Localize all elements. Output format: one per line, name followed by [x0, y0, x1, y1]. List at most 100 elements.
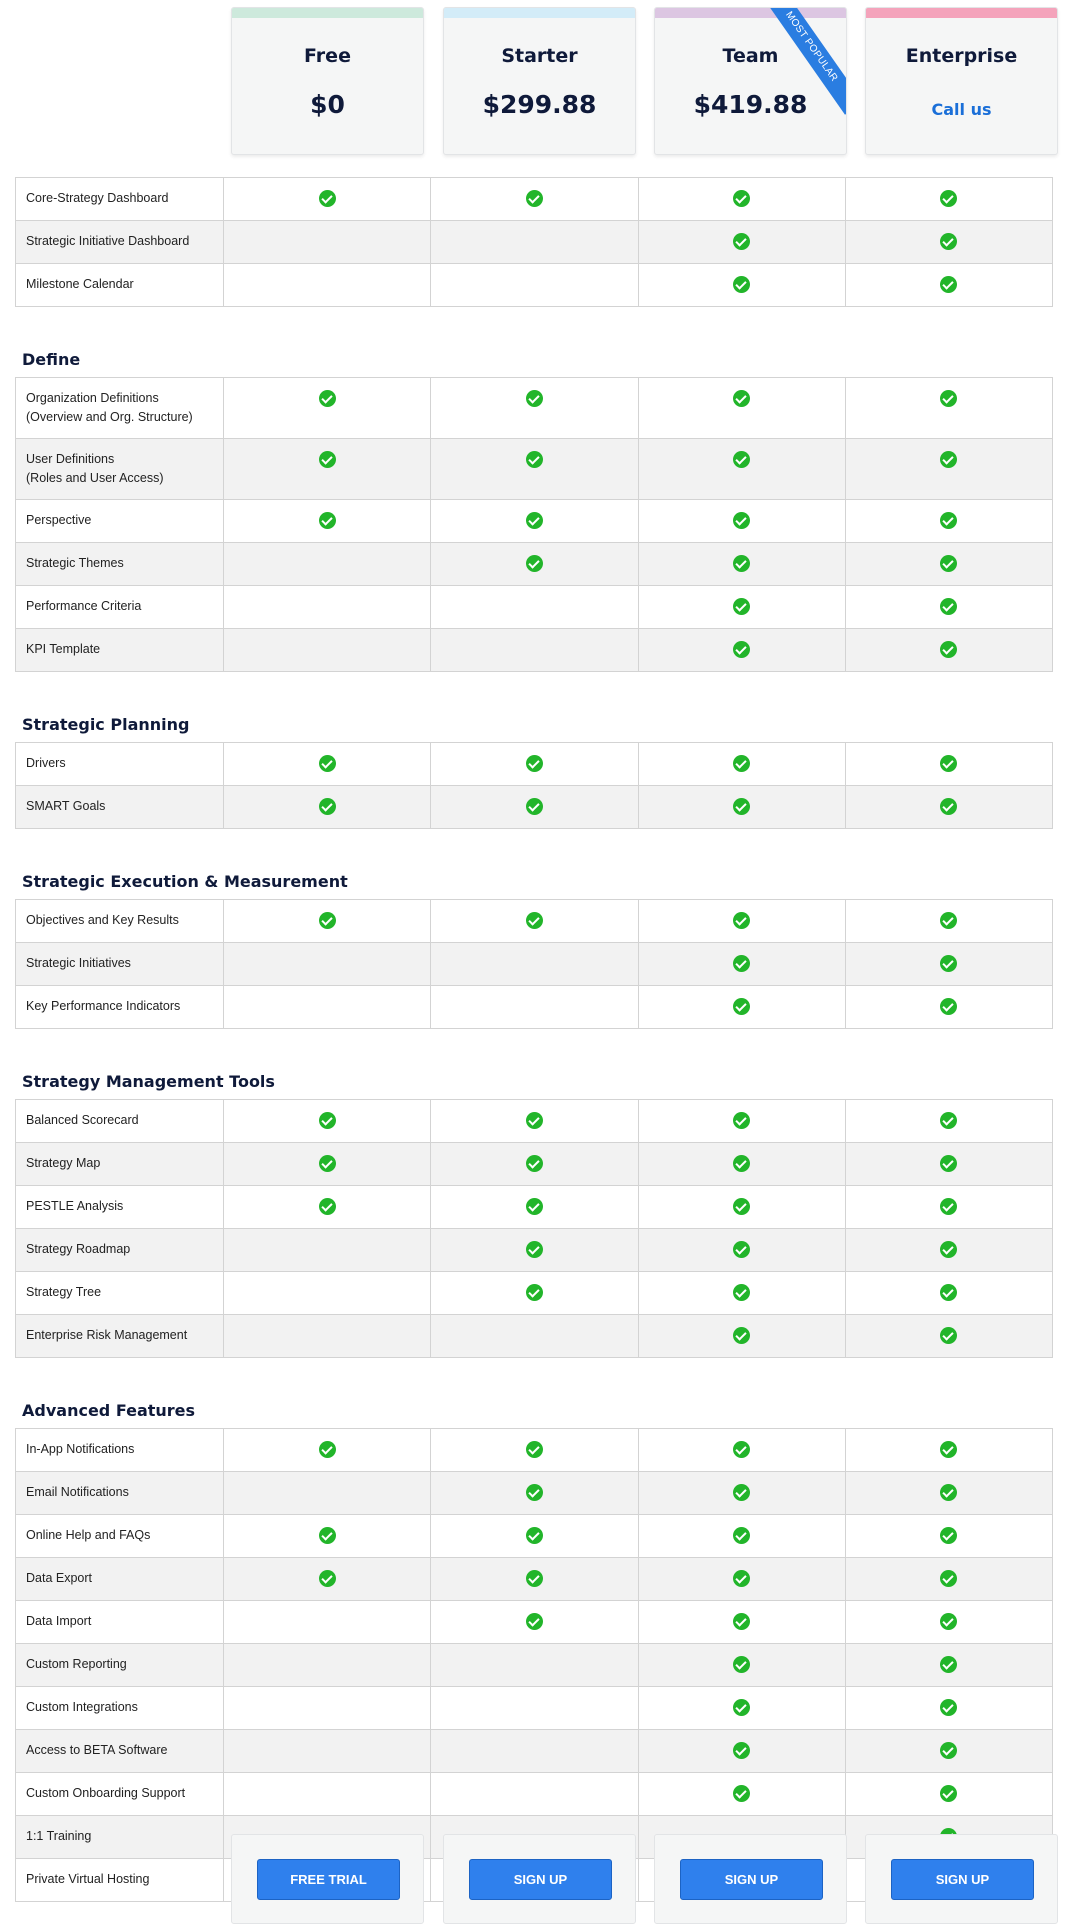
feature-cell [844, 1772, 1054, 1816]
feature-cell [637, 1228, 846, 1272]
check-icon [940, 955, 958, 972]
check-icon [733, 1155, 751, 1172]
feature-name: In-App Notifications [26, 1442, 135, 1456]
feature-row: Objectives and Key Results [15, 899, 1054, 943]
check-icon [318, 798, 336, 815]
feature-cell [844, 542, 1054, 586]
feature-name: Strategy Tree [26, 1285, 102, 1299]
feature-cell [430, 1142, 639, 1186]
feature-sublabel: (Roles and User Access) [26, 471, 164, 485]
check-icon [940, 1484, 958, 1501]
feature-label: Data Export [15, 1557, 224, 1601]
feature-row: Organization Definitions (Overview and Or… [15, 377, 1054, 439]
check-icon [318, 451, 336, 468]
check-icon [525, 451, 543, 468]
feature-cell [222, 1142, 432, 1186]
feature-row: SMART Goals [15, 785, 1054, 829]
feature-cell [222, 542, 432, 586]
check-icon [940, 1441, 958, 1458]
feature-cell [430, 220, 639, 264]
feature-cell [637, 499, 846, 543]
feature-label: Strategy Tree [15, 1271, 224, 1315]
feature-row: KPI Template [15, 628, 1054, 672]
feature-cell [637, 628, 846, 672]
feature-cell [430, 1729, 639, 1773]
feature-cell [844, 899, 1054, 943]
feature-row: Data Import [15, 1600, 1054, 1644]
check-icon [940, 1112, 958, 1129]
feature-cell [844, 1185, 1054, 1229]
section-heading: Strategy Management Tools [22, 1072, 275, 1091]
check-icon [733, 1484, 751, 1501]
sign-up-button[interactable]: SIGN UP [891, 1859, 1034, 1900]
check-icon [733, 233, 751, 250]
check-icon [733, 641, 751, 658]
feature-cell [844, 499, 1054, 543]
check-icon [940, 1241, 958, 1258]
check-icon [733, 1613, 751, 1630]
feature-cell [430, 1099, 639, 1143]
feature-cell [844, 220, 1054, 264]
feature-cell [637, 1099, 846, 1143]
section-heading: Define [22, 350, 81, 369]
feature-name: Strategic Initiatives [26, 956, 131, 970]
check-icon [525, 555, 543, 572]
feature-label: Custom Reporting [15, 1643, 224, 1687]
feature-cell [637, 1729, 846, 1773]
feature-label: In-App Notifications [15, 1428, 224, 1472]
check-icon [940, 1527, 958, 1544]
sign-up-button[interactable]: SIGN UP [680, 1859, 823, 1900]
check-icon [525, 912, 543, 929]
feature-name: Objectives and Key Results [26, 913, 179, 927]
feature-row: Key Performance Indicators [15, 985, 1054, 1029]
feature-label: KPI Template [15, 628, 224, 672]
feature-name: KPI Template [26, 642, 101, 656]
feature-cell [222, 220, 432, 264]
feature-cell [637, 899, 846, 943]
plan-color-band [866, 8, 1057, 18]
call-us-link[interactable]: Call us [931, 100, 992, 119]
feature-row: Strategic Themes [15, 542, 1054, 586]
feature-cell [637, 585, 846, 629]
feature-label: Enterprise Risk Management [15, 1314, 224, 1358]
check-icon [940, 1699, 958, 1716]
feature-cell [637, 1686, 846, 1730]
feature-label: Core-Strategy Dashboard [15, 177, 224, 221]
feature-cell [222, 985, 432, 1029]
feature-label: Strategic Themes [15, 542, 224, 586]
sign-up-button[interactable]: SIGN UP [469, 1859, 612, 1900]
feature-label: Strategy Map [15, 1142, 224, 1186]
plan-price: $299.88 [482, 90, 597, 119]
feature-cell [637, 1271, 846, 1315]
feature-row: Core-Strategy Dashboard [15, 177, 1054, 221]
feature-name: Email Notifications [26, 1485, 129, 1499]
feature-cell [222, 899, 432, 943]
check-icon [733, 1699, 751, 1716]
feature-cell [844, 1471, 1054, 1515]
feature-row: Enterprise Risk Management [15, 1314, 1054, 1358]
check-icon [940, 1155, 958, 1172]
feature-cell [222, 377, 432, 439]
free-trial-button[interactable]: FREE TRIAL [257, 1859, 400, 1900]
check-icon [940, 555, 958, 572]
feature-cell [222, 1099, 432, 1143]
check-icon [525, 190, 543, 207]
feature-cell [637, 1428, 846, 1472]
feature-table: Core-Strategy Dashboard Strategic Initiat… [15, 177, 1054, 307]
feature-row: Strategic Initiatives [15, 942, 1054, 986]
check-icon [940, 1198, 958, 1215]
check-icon [940, 190, 958, 207]
check-icon [733, 276, 751, 293]
feature-name: Performance Criteria [26, 599, 142, 613]
feature-cell [844, 1514, 1054, 1558]
check-icon [940, 755, 958, 772]
feature-row: Perspective [15, 499, 1054, 543]
feature-cell [844, 742, 1054, 786]
feature-row: Strategic Initiative Dashboard [15, 220, 1054, 264]
plan-action-card: FREE TRIAL [231, 1834, 424, 1924]
feature-row: Milestone Calendar [15, 263, 1054, 307]
check-icon [318, 1198, 336, 1215]
feature-cell [637, 438, 846, 500]
feature-cell [430, 1557, 639, 1601]
feature-label: Strategic Initiatives [15, 942, 224, 986]
